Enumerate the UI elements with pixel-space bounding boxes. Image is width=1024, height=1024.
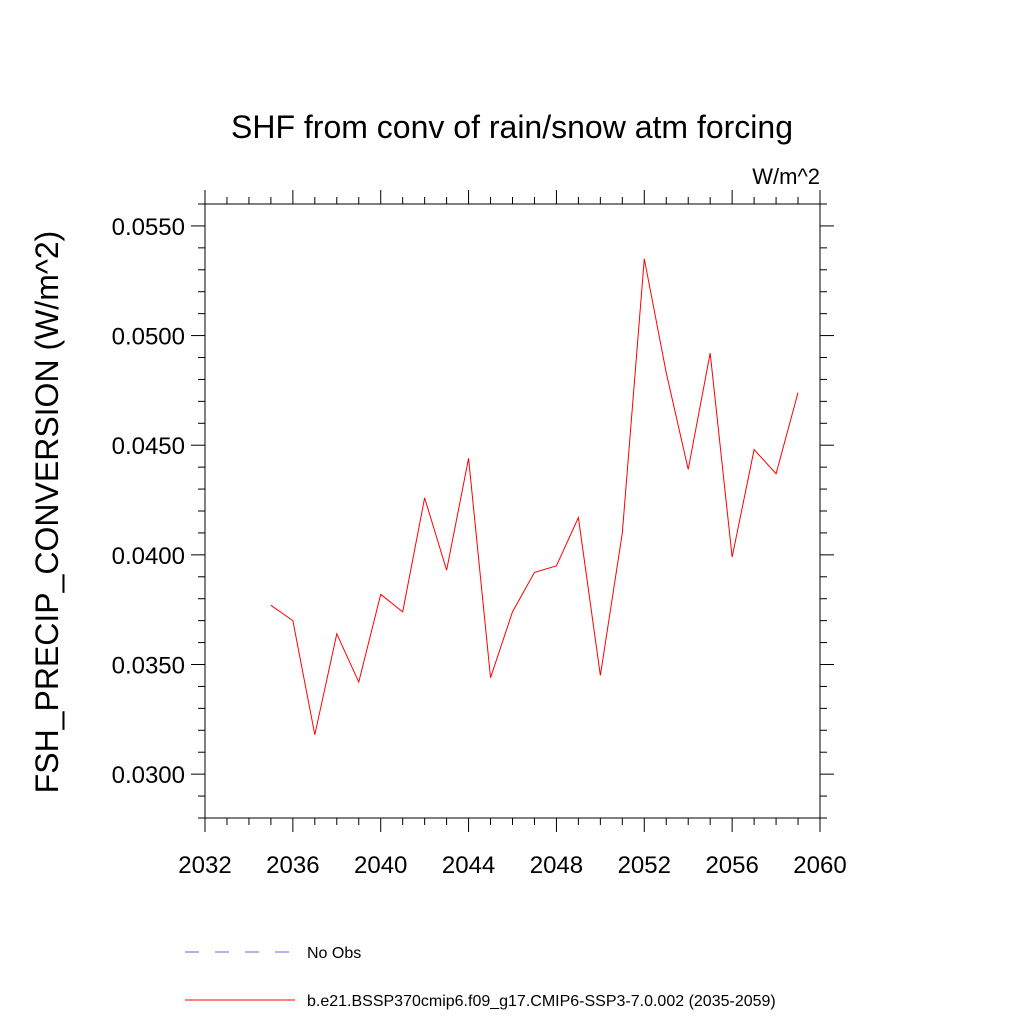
y-axis: 0.0300 0.0350 0.0400 0.0450 0.0500 0.0550: [112, 203, 834, 819]
x-tick-label: 2048: [530, 852, 583, 879]
legend: No Obs b.e21.BSSP370cmip6.f09_g17.CMIP6-…: [185, 945, 776, 1010]
y-tick-label: 0.0550: [112, 214, 185, 241]
y-axis-label: FSH_PRECIP_CONVERSION (W/m^2): [29, 231, 65, 794]
plot-frame: [204, 203, 821, 819]
series-layer: [270, 258, 799, 735]
y-tick-label: 0.0400: [112, 543, 185, 570]
x-tick-label: 2032: [178, 852, 231, 879]
x-tick-label: 2036: [266, 852, 319, 879]
y-tick-label: 0.0500: [112, 324, 185, 351]
chart-title: SHF from conv of rain/snow atm forcing: [231, 109, 793, 145]
units-label: W/m^2: [752, 164, 820, 189]
legend-label-no-obs: No Obs: [307, 945, 361, 962]
y-tick-label: 0.0350: [112, 653, 185, 680]
x-axis: 2032 2036 2040 2044 2048 2052 2056 2060: [178, 190, 847, 879]
x-tick-label: 2044: [442, 852, 495, 879]
series-line-1: [270, 258, 799, 735]
x-tick-label: 2060: [793, 852, 846, 879]
x-tick-label: 2056: [705, 852, 758, 879]
y-tick-label: 0.0450: [112, 433, 185, 460]
y-tick-label: 0.0300: [112, 762, 185, 789]
x-tick-label: 2052: [618, 852, 671, 879]
legend-label-model: b.e21.BSSP370cmip6.f09_g17.CMIP6-SSP3-7.…: [307, 993, 776, 1010]
x-tick-label: 2040: [354, 852, 407, 879]
